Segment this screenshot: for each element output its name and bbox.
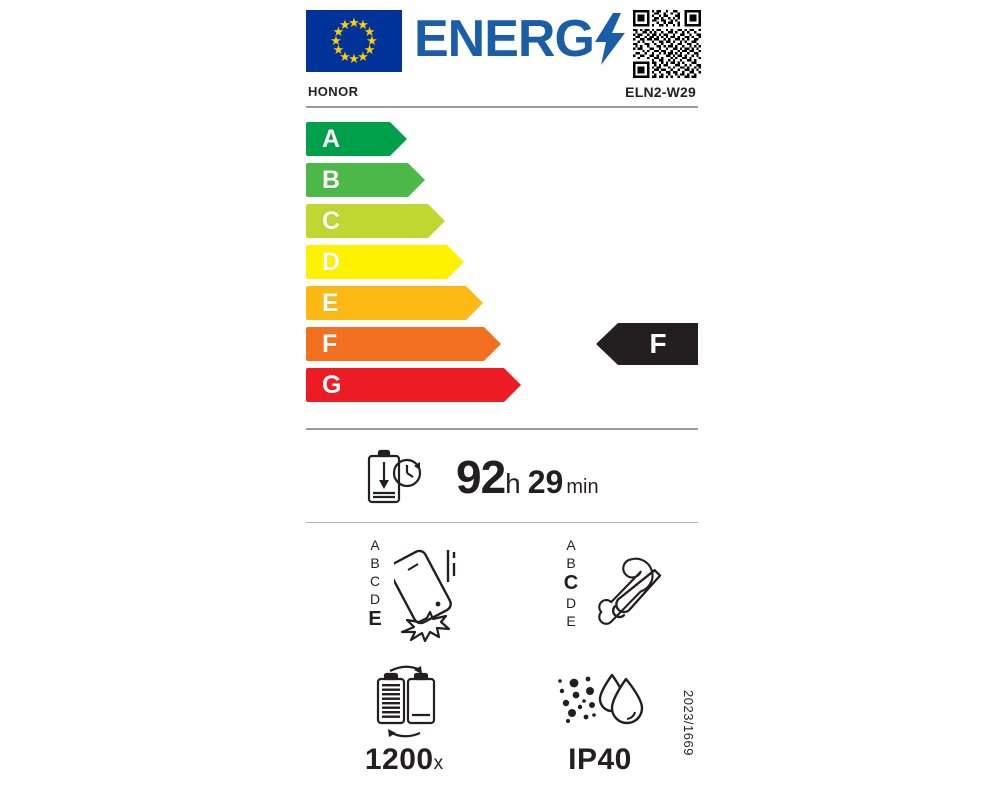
bar-arrow-tip [504,368,521,402]
eu-star: ★ [363,24,376,39]
rated-class-letter: F [649,328,667,359]
bar-body [306,368,504,402]
ingress-protection-cell: IP40 [502,661,698,794]
eu-star: ★ [348,51,360,66]
bar-body [306,204,428,238]
eu-flag-icon: ★ ★ ★ ★ ★ ★ ★ ★ ★ ★ ★ ★ [306,10,402,72]
bar-arrow-tip [447,245,464,279]
eu-star: ★ [339,48,351,64]
battery-cycle-icon [364,665,446,739]
bar-arrow-tip [408,163,425,197]
eu-star: ★ [357,48,369,64]
supplier-name: HONOR [308,84,359,99]
endurance-value: 92h 29 min [456,442,599,512]
bar-class-letter: F [322,330,338,358]
dust-water-icon [550,667,646,739]
regulation-number: 2023/1669 [681,690,696,756]
endurance-hours-unit: h [505,468,521,499]
energy-label: ★ ★ ★ ★ ★ ★ ★ ★ ★ ★ ★ ★ ENERG [300,0,701,800]
bar-class-letter: B [322,166,341,194]
bar-body [306,163,408,197]
rated-class-marker: F [596,323,698,365]
energ-wordmark: ENERG [414,10,595,68]
label-header: ★ ★ ★ ★ ★ ★ ★ ★ ★ ★ ★ ★ ENERG [306,8,701,78]
phone-drop-icon [388,542,474,643]
bar-body [306,286,466,320]
scale-letter: A [370,537,380,553]
energy-class-bar: D [306,245,464,279]
qr-code[interactable] [628,10,706,78]
battery-clock-icon [364,448,426,506]
wrench-screwdriver-icon [586,550,674,638]
battery-cycles-value: 1200 [364,743,434,776]
bar-class-letter: D [322,248,341,276]
scale-letter: C [369,573,381,589]
bar-arrow-tip [390,122,407,156]
bar-body [306,327,484,361]
eu-star: ★ [348,15,360,30]
battery-cycles-cell: 1200x [306,661,502,794]
supplier-model-row: HONOR ELN2-W29 [306,84,698,106]
eu-star: ★ [332,42,345,57]
header-divider [306,106,698,108]
scale-letter: C [563,572,579,594]
battery-cycles-caption: 1200x [306,743,502,777]
eu-star: ★ [357,17,369,33]
ingress-protection-caption: IP40 [502,743,698,777]
scale-letter: B [370,555,380,571]
endurance-minutes: 29 [527,464,564,500]
eu-star: ★ [366,33,378,48]
bar-arrow-tip [484,327,501,361]
lightning-bolt-icon [595,13,625,65]
bar-body [306,245,447,279]
energy-class-bar: E [306,286,483,320]
eu-star: ★ [339,17,351,33]
bar-arrow-tip [466,286,483,320]
eu-star: ★ [363,42,376,57]
energy-class-bar: F [306,327,501,361]
battery-cycles-suffix: x [433,753,444,774]
bar-body [306,122,390,156]
energy-class-bar: A [306,122,407,156]
bar-class-letter: E [322,289,339,317]
eu-star: ★ [332,24,345,39]
endurance-divider-top [306,428,698,430]
eu-star: ★ [330,33,342,48]
energy-class-bar: C [306,204,445,238]
battery-endurance-row: 92h 29 min [306,438,698,518]
bar-class-letter: C [322,207,341,235]
model-identifier: ELN2-W29 [625,84,696,100]
pictogram-divider [306,522,698,523]
ingress-protection-value: IP40 [568,743,632,776]
bar-class-letter: G [322,371,342,399]
scale-letter: B [566,555,576,571]
energy-class-bar: G [306,368,521,402]
bar-class-letter: A [322,125,341,153]
scale-letter: D [565,595,577,611]
bar-arrow-tip [428,204,445,238]
scale-letter: A [566,537,576,553]
scale-letter: D [369,591,381,607]
endurance-hours: 92 [456,451,506,503]
endurance-minutes-unit: min [566,476,599,498]
scale-letter: E [566,613,576,629]
energy-class-bar: B [306,163,425,197]
scale-letter: E [368,608,382,630]
